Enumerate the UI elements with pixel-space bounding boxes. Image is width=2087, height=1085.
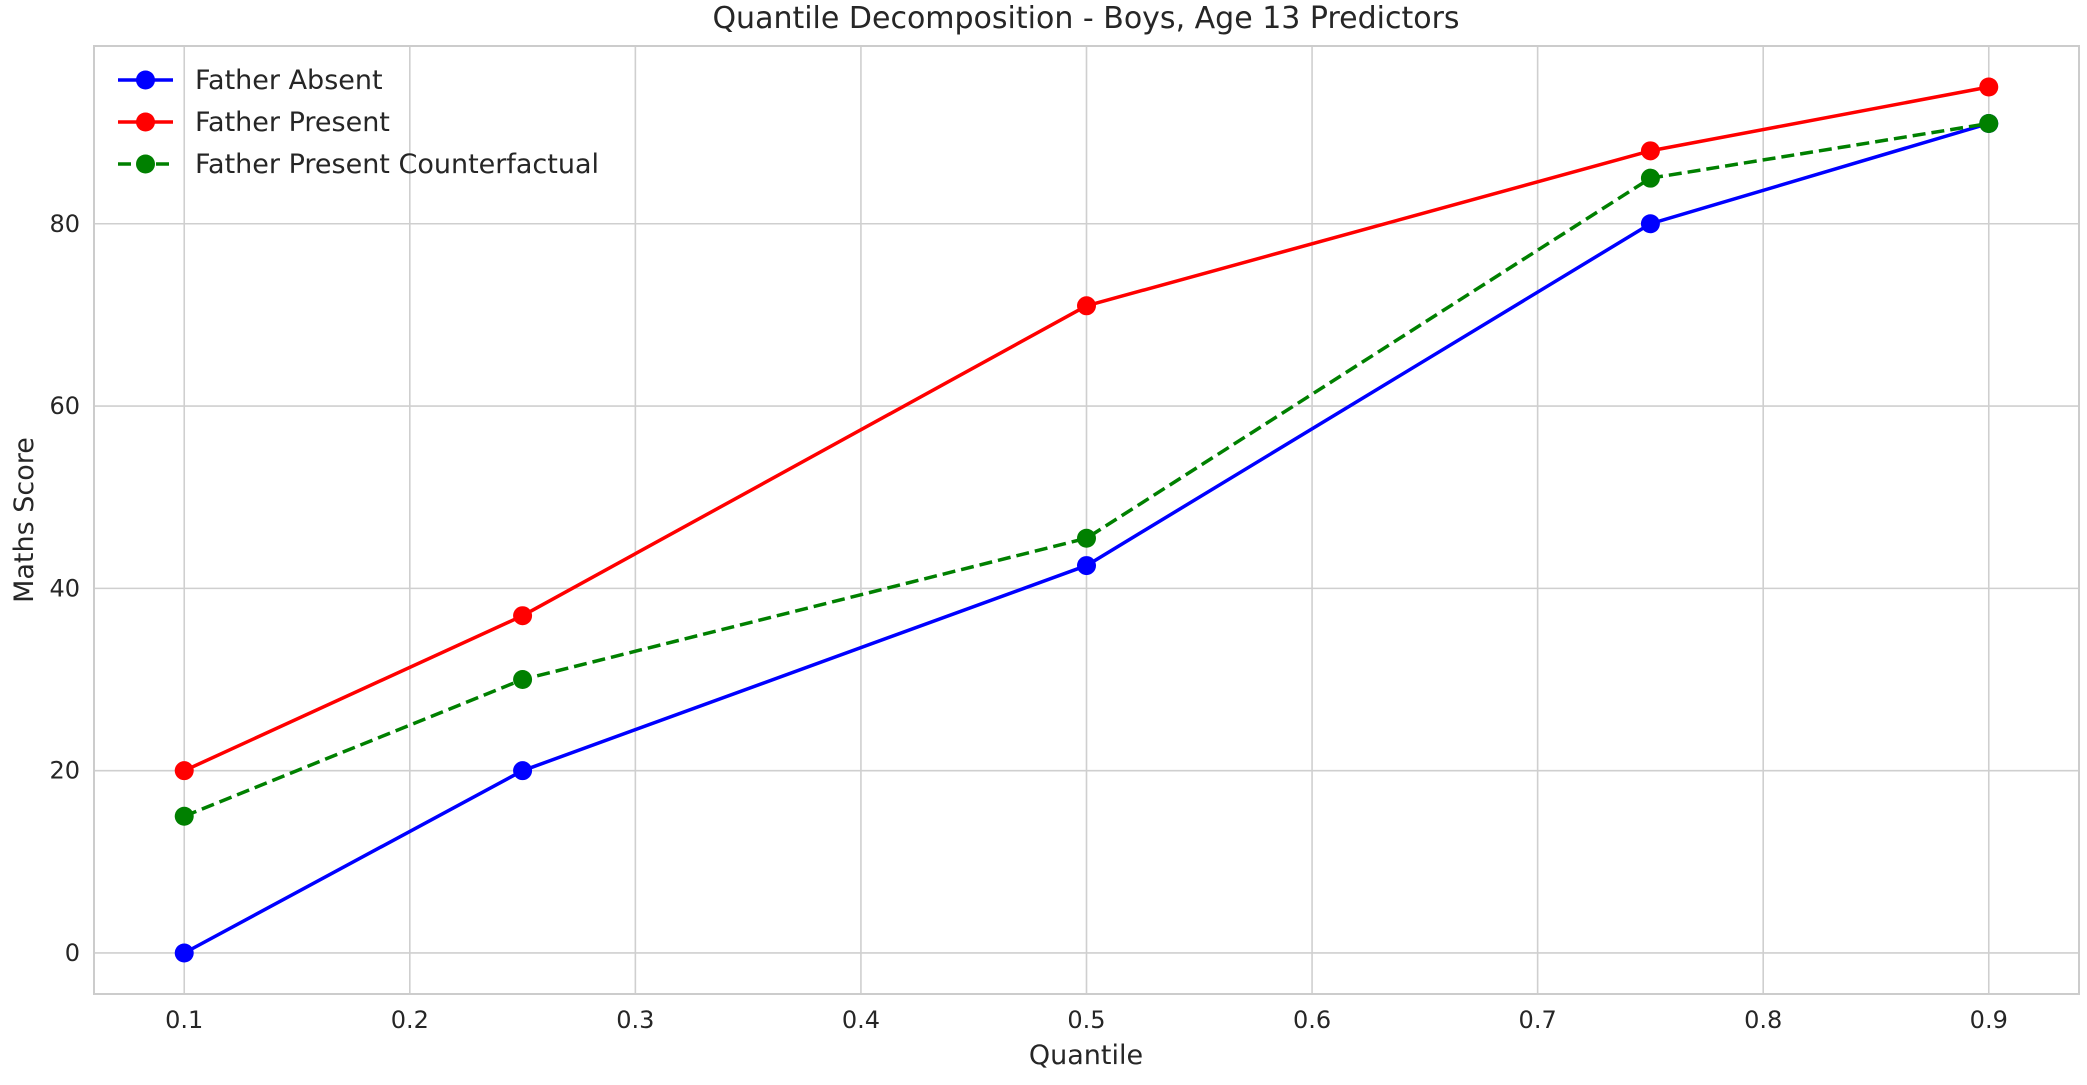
legend: Father Absent Father Present Father Presen…: [118, 65, 599, 180]
x-tick-label: 0.1: [165, 1006, 203, 1034]
x-tick-label: 0.7: [1519, 1006, 1557, 1034]
data-point-father-present-counterfactual: [513, 670, 533, 690]
data-point-father-absent: [513, 761, 533, 781]
series-line-father-present-counterfactual: [183, 121, 1990, 818]
series-layer: [174, 77, 1999, 963]
data-point-father-present-counterfactual: [1640, 168, 1660, 188]
data-point-father-present: [1979, 77, 1999, 97]
legend-label: Father Present: [195, 107, 390, 138]
y-tick-label: 40: [49, 574, 80, 602]
chart-title: Quantile Decomposition - Boys, Age 13 Pr…: [712, 1, 1459, 36]
data-point-father-present: [174, 761, 194, 781]
y-axis-label: Maths Score: [9, 437, 40, 603]
y-tick-label: 20: [49, 757, 80, 785]
x-tick-label: 0.6: [1293, 1006, 1331, 1034]
series-father-present: [174, 77, 1999, 781]
series-father-present-counterfactual: [174, 113, 1999, 826]
data-point-father-absent: [1640, 214, 1660, 234]
legend-marker: [136, 70, 155, 90]
x-tick-label: 0.4: [842, 1006, 880, 1034]
x-axis-label: Quantile: [1029, 1040, 1143, 1071]
data-point-father-present-counterfactual: [1979, 113, 1999, 133]
legend-label: Father Absent: [195, 65, 383, 96]
data-point-father-present-counterfactual: [1077, 528, 1096, 548]
y-tick-label: 60: [49, 392, 80, 420]
y-tick-label: 0: [65, 939, 80, 967]
x-tick-label: 0.3: [616, 1006, 654, 1034]
y-axis-ticks: 0 20 40 60 80: [49, 210, 80, 967]
legend-entry-father-present: Father Present: [118, 107, 390, 138]
data-point-father-absent: [174, 943, 194, 963]
legend-marker: [136, 154, 155, 174]
data-point-father-present: [513, 606, 533, 626]
x-tick-label: 0.8: [1744, 1006, 1782, 1034]
plot-frame: [93, 45, 2080, 995]
x-tick-label: 0.2: [391, 1006, 429, 1034]
x-axis-ticks: 0.1 0.2 0.3 0.4 0.5 0.6 0.7 0.8 0.9: [165, 1006, 2008, 1034]
legend-label: Father Present Counterfactual: [195, 149, 599, 180]
x-tick-label: 0.9: [1970, 1006, 2008, 1034]
grid-lines: [94, 46, 2079, 994]
data-point-father-present-counterfactual: [174, 806, 194, 826]
legend-entry-father-present-counterfactual: Father Present Counterfactual: [118, 149, 599, 180]
data-point-father-present: [1077, 296, 1096, 316]
data-point-father-absent: [1077, 556, 1096, 576]
data-point-father-present: [1640, 141, 1660, 161]
x-tick-label: 0.5: [1067, 1006, 1105, 1034]
legend-marker: [136, 112, 155, 132]
legend-entry-father-absent: Father Absent: [118, 65, 383, 96]
y-tick-label: 80: [49, 210, 80, 238]
